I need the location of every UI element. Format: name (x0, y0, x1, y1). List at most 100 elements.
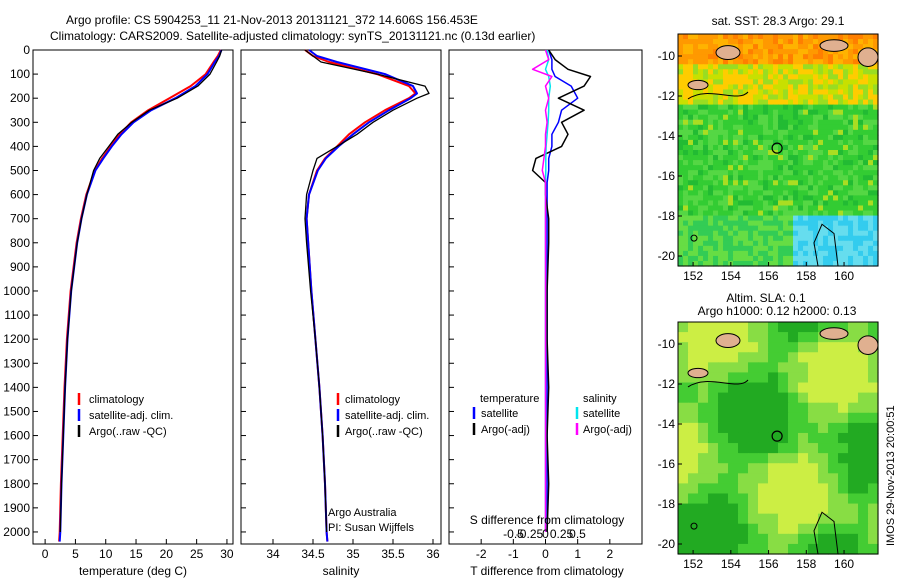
s-diff-tick-label: 0 (542, 527, 549, 541)
map-cell (698, 185, 704, 191)
map-cell (728, 74, 734, 80)
map-cell (818, 432, 829, 444)
map-cell (693, 250, 699, 257)
map-cell (698, 255, 704, 262)
map-cell (753, 144, 759, 151)
map-cell (818, 59, 824, 65)
map-cell (823, 114, 829, 121)
map-cell (798, 69, 804, 75)
map-cell (703, 124, 709, 131)
map-cell (858, 483, 869, 495)
map-cell (863, 39, 869, 45)
map-cell (808, 34, 814, 40)
map-cell (723, 69, 729, 75)
map-cell (833, 99, 839, 106)
map-cell (748, 332, 759, 343)
map-cell (743, 160, 749, 166)
map-cell (808, 84, 814, 91)
map-cell (778, 225, 784, 232)
map-cell (818, 160, 824, 166)
map-cell (773, 134, 779, 141)
map-cell (798, 200, 804, 207)
map-cell (678, 235, 684, 242)
map-cell (718, 165, 724, 171)
map-cell (738, 144, 744, 151)
map-cell (873, 205, 879, 212)
map-cell (858, 392, 869, 404)
map-cell (718, 64, 724, 70)
map-cell (718, 124, 724, 131)
map-cell (858, 402, 869, 414)
map-cell (783, 49, 789, 55)
map-cell (778, 362, 789, 374)
map-cell (833, 215, 839, 222)
map-cell (713, 89, 719, 96)
map-cell (738, 134, 744, 141)
lat-tick-label: -20 (658, 537, 676, 551)
map-cell (798, 59, 804, 65)
island-shape (715, 333, 741, 349)
map-cell (863, 69, 869, 75)
lon-tick-label: 156 (759, 269, 779, 283)
map-cell (773, 250, 779, 257)
float-position-marker (771, 142, 783, 154)
map-cell (788, 175, 794, 181)
map-cell (868, 533, 879, 545)
map-cell (758, 533, 769, 545)
map-cell (733, 245, 739, 252)
map-cell (748, 210, 754, 217)
map-cell (808, 473, 819, 484)
map-cell (688, 165, 694, 171)
map-cell (738, 235, 744, 242)
map-cell (868, 134, 874, 141)
map-cell (868, 463, 879, 474)
map-cell (748, 49, 754, 55)
map-cell (853, 205, 859, 212)
map-cell (778, 170, 784, 176)
map-cell (868, 64, 874, 70)
map-cell (758, 422, 769, 434)
map-cell (858, 225, 864, 232)
map-cell (798, 109, 804, 116)
map-cell (738, 250, 744, 257)
map-cell (778, 44, 784, 50)
map-cell (833, 114, 839, 121)
map-cell (698, 180, 704, 186)
map-cell (738, 124, 744, 131)
map-cell (848, 543, 859, 555)
map-cell (753, 129, 759, 136)
map-cell (698, 322, 709, 333)
map-cell (783, 114, 789, 121)
map-cell (858, 69, 864, 75)
map-cell (758, 503, 769, 515)
map-cell (848, 34, 854, 40)
map-cell (863, 134, 869, 141)
map-cell (693, 260, 699, 267)
map-cell (773, 124, 779, 131)
map-cell (703, 129, 709, 136)
map-cell (758, 44, 764, 50)
map-cell (788, 220, 794, 227)
map-cell (838, 129, 844, 136)
map-cell (743, 195, 749, 202)
map-cell (693, 195, 699, 202)
map-cell (833, 210, 839, 217)
map-cell (748, 230, 754, 237)
map-cell (853, 69, 859, 75)
map-cell (753, 39, 759, 45)
map-cell (763, 180, 769, 186)
map-cell (843, 220, 849, 227)
map-cell (858, 412, 869, 424)
map-cell (788, 443, 799, 454)
map-cell (818, 543, 829, 555)
map-cell (753, 215, 759, 222)
map-cell (813, 260, 819, 267)
map-cell (848, 352, 859, 363)
map-cell (728, 124, 734, 131)
map-cell (833, 89, 839, 96)
map-cell (873, 195, 879, 202)
map-cell (773, 165, 779, 171)
map-cell (768, 513, 779, 525)
map-cell (708, 332, 719, 343)
